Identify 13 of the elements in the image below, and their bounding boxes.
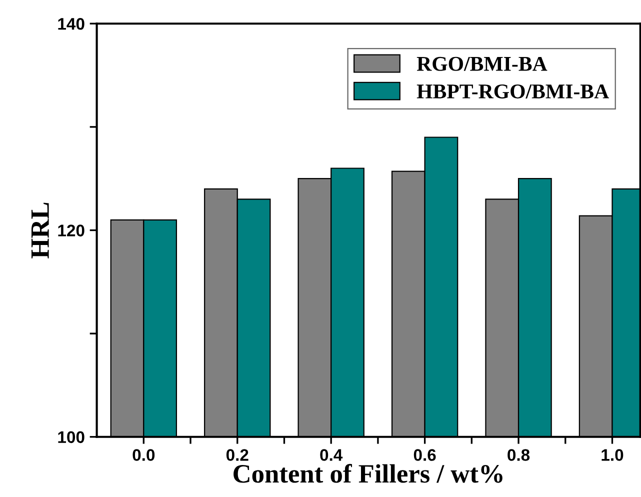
y-tick-label: 120	[58, 224, 84, 236]
x-axis-title: Content of Fillers / wt%	[234, 464, 502, 483]
legend-label: RGO/BMI-BA	[416, 56, 548, 71]
x-tick-label: 0.8	[508, 449, 530, 461]
x-tick-label: 0.0	[132, 449, 155, 461]
x-tick-label: 0.2	[226, 449, 248, 461]
y-axis-title: HRL	[32, 202, 49, 258]
y-tick-label: 140	[58, 18, 84, 30]
legend-label: HBPT-RGO/BMI-BA	[416, 84, 609, 98]
y-tick-label: 100	[58, 431, 84, 444]
x-tick-label: 0.4	[320, 449, 343, 461]
x-tick-label: 0.6	[414, 449, 436, 461]
x-tick-label: 1.0	[602, 449, 624, 461]
